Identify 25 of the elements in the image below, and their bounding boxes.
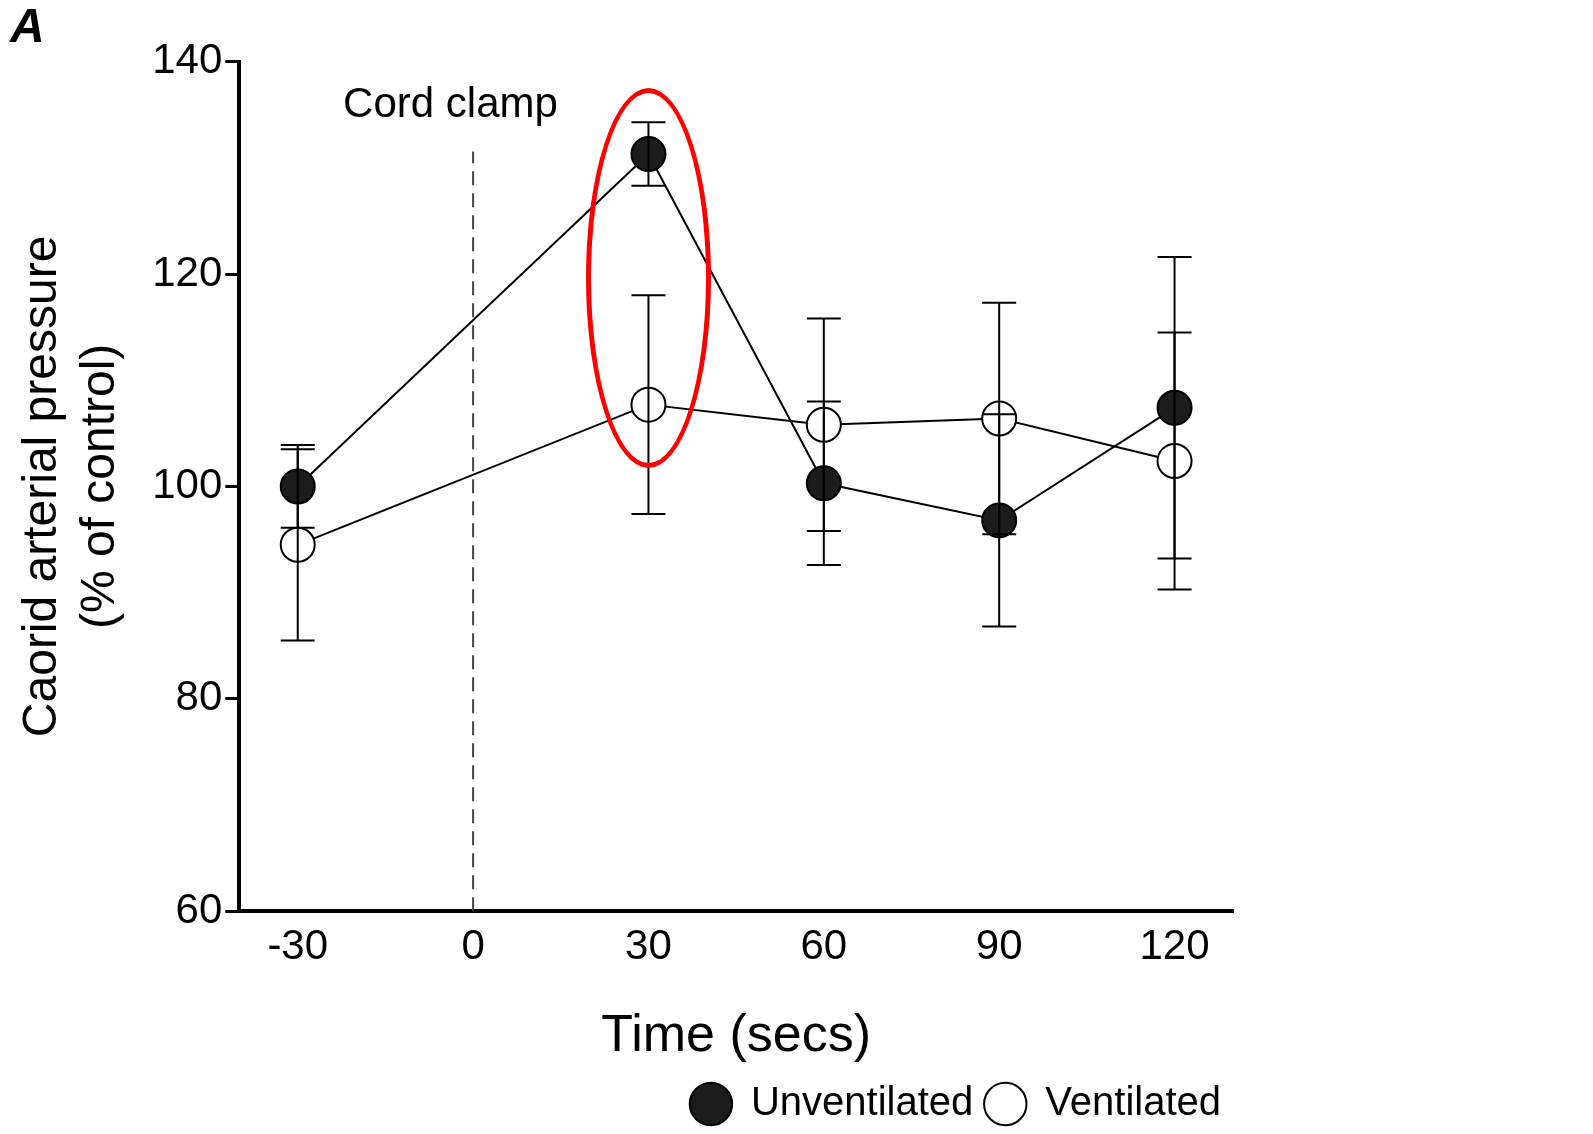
y-tick-label: 140: [152, 35, 223, 83]
y-tick-label: 120: [152, 247, 223, 295]
x-tick-label: 30: [625, 920, 672, 968]
point: [1156, 389, 1193, 426]
y-tick-label: 60: [175, 884, 223, 932]
ref-line-label: Cord clamp: [343, 79, 558, 127]
x-tick-label: 120: [1139, 920, 1210, 968]
x-tick-label: -30: [267, 920, 329, 968]
point: [630, 386, 667, 423]
point: [279, 526, 316, 563]
point: [805, 465, 842, 502]
point: [279, 468, 316, 505]
x-axis-title: Time (secs): [601, 1004, 871, 1063]
x-tick-label: 0: [461, 920, 485, 968]
point: [630, 135, 667, 172]
legend-label: Unventilated: [750, 1079, 974, 1124]
x-tick-label: 90: [975, 920, 1023, 968]
chart-title: A: [9, 0, 45, 53]
y-axis-title: Caorid arterial pressure (% of control): [13, 235, 124, 738]
y-tick-label: 80: [175, 672, 223, 720]
y-tick-label: 100: [152, 459, 223, 507]
x-tick-label: 60: [800, 920, 848, 968]
point: [1156, 442, 1193, 479]
point: [805, 406, 842, 443]
legend-label: Ventilated: [1045, 1079, 1221, 1124]
